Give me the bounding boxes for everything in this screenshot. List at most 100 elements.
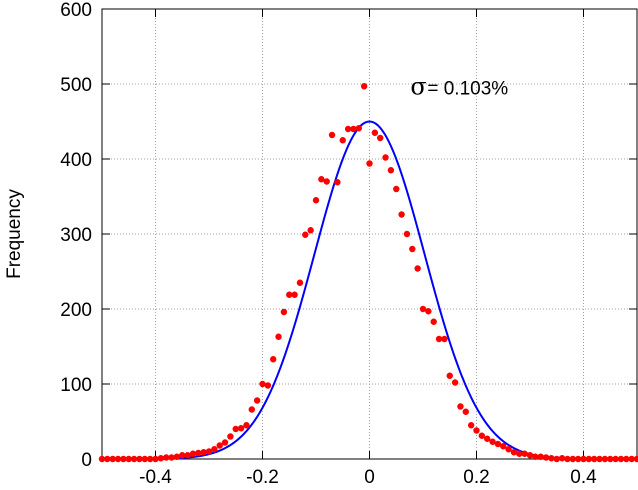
data-point (558, 455, 566, 462)
data-point (286, 291, 293, 298)
data-point (264, 382, 272, 389)
x-tick-label: 0.4 (570, 467, 597, 488)
data-point (382, 154, 389, 161)
data-point (564, 455, 571, 463)
data-point (387, 167, 395, 174)
y-axis-label: Frequency (4, 189, 25, 279)
data-point (500, 443, 507, 450)
sigma-annotation: σ = 0.103% (410, 72, 508, 100)
data-point (505, 446, 512, 453)
y-tick-label: 0 (81, 450, 92, 471)
data-point (302, 231, 309, 238)
y-tick-label: 200 (60, 300, 92, 321)
sigma-symbol: σ (410, 72, 426, 100)
data-point (114, 455, 122, 463)
data-point (125, 455, 132, 463)
x-tick-label: -0.2 (246, 467, 279, 488)
grid-lines (102, 9, 637, 459)
data-point (136, 455, 143, 463)
data-point (318, 176, 325, 183)
data-point (270, 356, 277, 363)
data-point (612, 455, 619, 463)
data-point (585, 455, 593, 463)
data-point (446, 372, 453, 379)
data-point (195, 449, 202, 457)
x-tick-label: -0.4 (139, 467, 172, 488)
data-point (580, 455, 587, 463)
data-point (130, 455, 138, 463)
data-point (173, 453, 181, 460)
data-point (569, 455, 576, 463)
data-point (510, 449, 518, 456)
data-point (243, 422, 250, 429)
data-point (623, 455, 630, 463)
y-tick-label: 300 (60, 225, 92, 246)
data-point (542, 454, 550, 461)
data-point (152, 455, 159, 463)
data-point (441, 335, 448, 343)
data-point (350, 125, 357, 133)
data-point (232, 425, 239, 433)
data-point (409, 245, 416, 253)
data-point (430, 318, 437, 325)
data-point (221, 439, 229, 446)
data-point (248, 406, 255, 413)
data-point (467, 422, 475, 429)
data-point (403, 230, 411, 238)
data-point (617, 455, 625, 463)
data-point (179, 452, 186, 459)
data-point (377, 134, 384, 142)
data-points (98, 83, 638, 463)
data-point (339, 137, 346, 144)
data-point (435, 335, 443, 343)
data-point (521, 450, 528, 457)
data-point (494, 440, 502, 448)
data-point (146, 455, 154, 463)
data-point (633, 455, 638, 463)
y-tick-label: 500 (60, 75, 92, 96)
data-point (537, 453, 544, 460)
x-tick-label: 0 (364, 467, 375, 488)
data-point (591, 455, 598, 463)
data-point (328, 131, 336, 139)
data-point (457, 403, 464, 410)
data-point (548, 455, 555, 462)
data-point (574, 455, 582, 463)
data-point (489, 438, 496, 445)
data-point (344, 125, 352, 133)
data-point (628, 455, 635, 463)
data-point (366, 160, 373, 167)
data-point (168, 454, 175, 461)
data-point (291, 291, 298, 298)
data-point (398, 211, 405, 218)
data-point (607, 455, 614, 463)
data-point (237, 425, 245, 432)
data-point (360, 83, 368, 90)
data-point (120, 455, 127, 463)
data-point (280, 308, 288, 316)
data-point (334, 179, 341, 186)
data-point (296, 279, 304, 286)
data-point (211, 446, 218, 453)
data-point (184, 452, 191, 459)
data-point (307, 227, 314, 234)
axis-ticks (102, 8, 637, 460)
data-point (253, 397, 261, 404)
y-tick-label: 400 (60, 150, 92, 171)
data-point (163, 454, 170, 461)
data-point (355, 125, 362, 132)
data-point (532, 453, 539, 460)
data-point (371, 129, 379, 136)
data-point (596, 455, 603, 463)
data-point (526, 452, 534, 459)
sigma-value: = 0.103% (427, 78, 508, 99)
data-point (259, 380, 266, 388)
data-point (189, 450, 197, 457)
tick-labels: -0.4 -0.2 0 0.2 0.4 0 100 200 300 400 500 600 (60, 0, 597, 488)
data-point (478, 432, 486, 439)
data-point (419, 305, 427, 313)
data-point (323, 178, 330, 185)
data-point (451, 379, 459, 386)
data-point (393, 185, 400, 193)
data-point (109, 455, 116, 463)
